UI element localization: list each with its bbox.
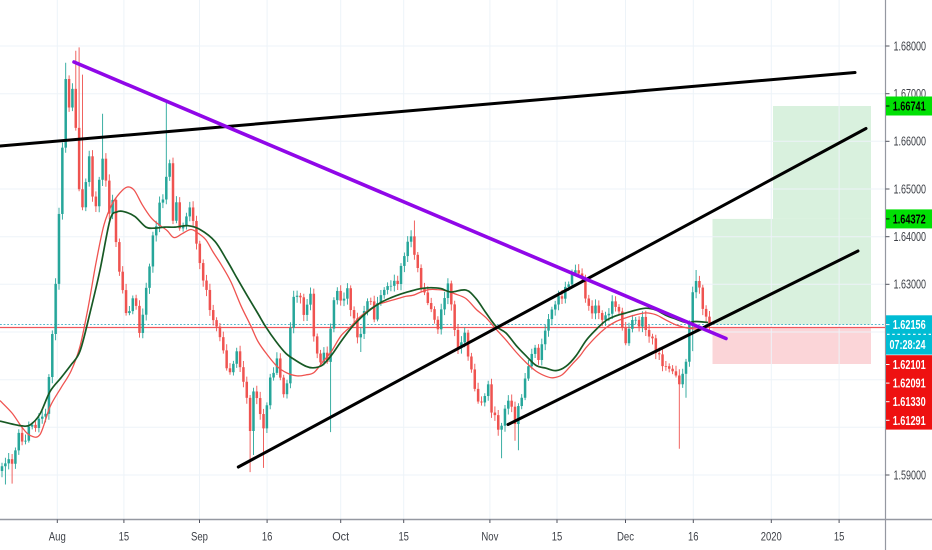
svg-text:1.61291: 1.61291: [893, 414, 926, 428]
svg-text:1.65000: 1.65000: [894, 182, 927, 196]
svg-text:1.61330: 1.61330: [893, 395, 926, 409]
svg-text:1.66741: 1.66741: [893, 100, 926, 114]
svg-text:1.62091: 1.62091: [893, 377, 926, 391]
svg-text:Sep: Sep: [191, 530, 208, 544]
svg-text:Nov: Nov: [481, 530, 498, 544]
svg-text:1.59000: 1.59000: [894, 468, 927, 482]
svg-text:1.66000: 1.66000: [894, 135, 927, 149]
svg-text:2020: 2020: [761, 530, 782, 544]
svg-text:07:28:24: 07:28:24: [890, 338, 926, 352]
svg-text:Dec: Dec: [617, 530, 634, 544]
svg-text:16: 16: [688, 530, 699, 544]
svg-text:15: 15: [119, 530, 130, 544]
svg-text:Oct: Oct: [332, 530, 350, 544]
svg-text:1.62156: 1.62156: [893, 318, 926, 332]
svg-text:1.63000: 1.63000: [894, 278, 927, 292]
svg-text:Aug: Aug: [49, 530, 66, 544]
svg-text:1.68000: 1.68000: [894, 39, 927, 53]
svg-text:1.64000: 1.64000: [894, 230, 927, 244]
svg-text:15: 15: [398, 530, 409, 544]
svg-text:15: 15: [552, 530, 563, 544]
svg-text:1.62101: 1.62101: [893, 358, 926, 372]
svg-text:16: 16: [262, 530, 273, 544]
svg-text:15: 15: [834, 530, 845, 544]
svg-text:1.64372: 1.64372: [893, 212, 926, 226]
